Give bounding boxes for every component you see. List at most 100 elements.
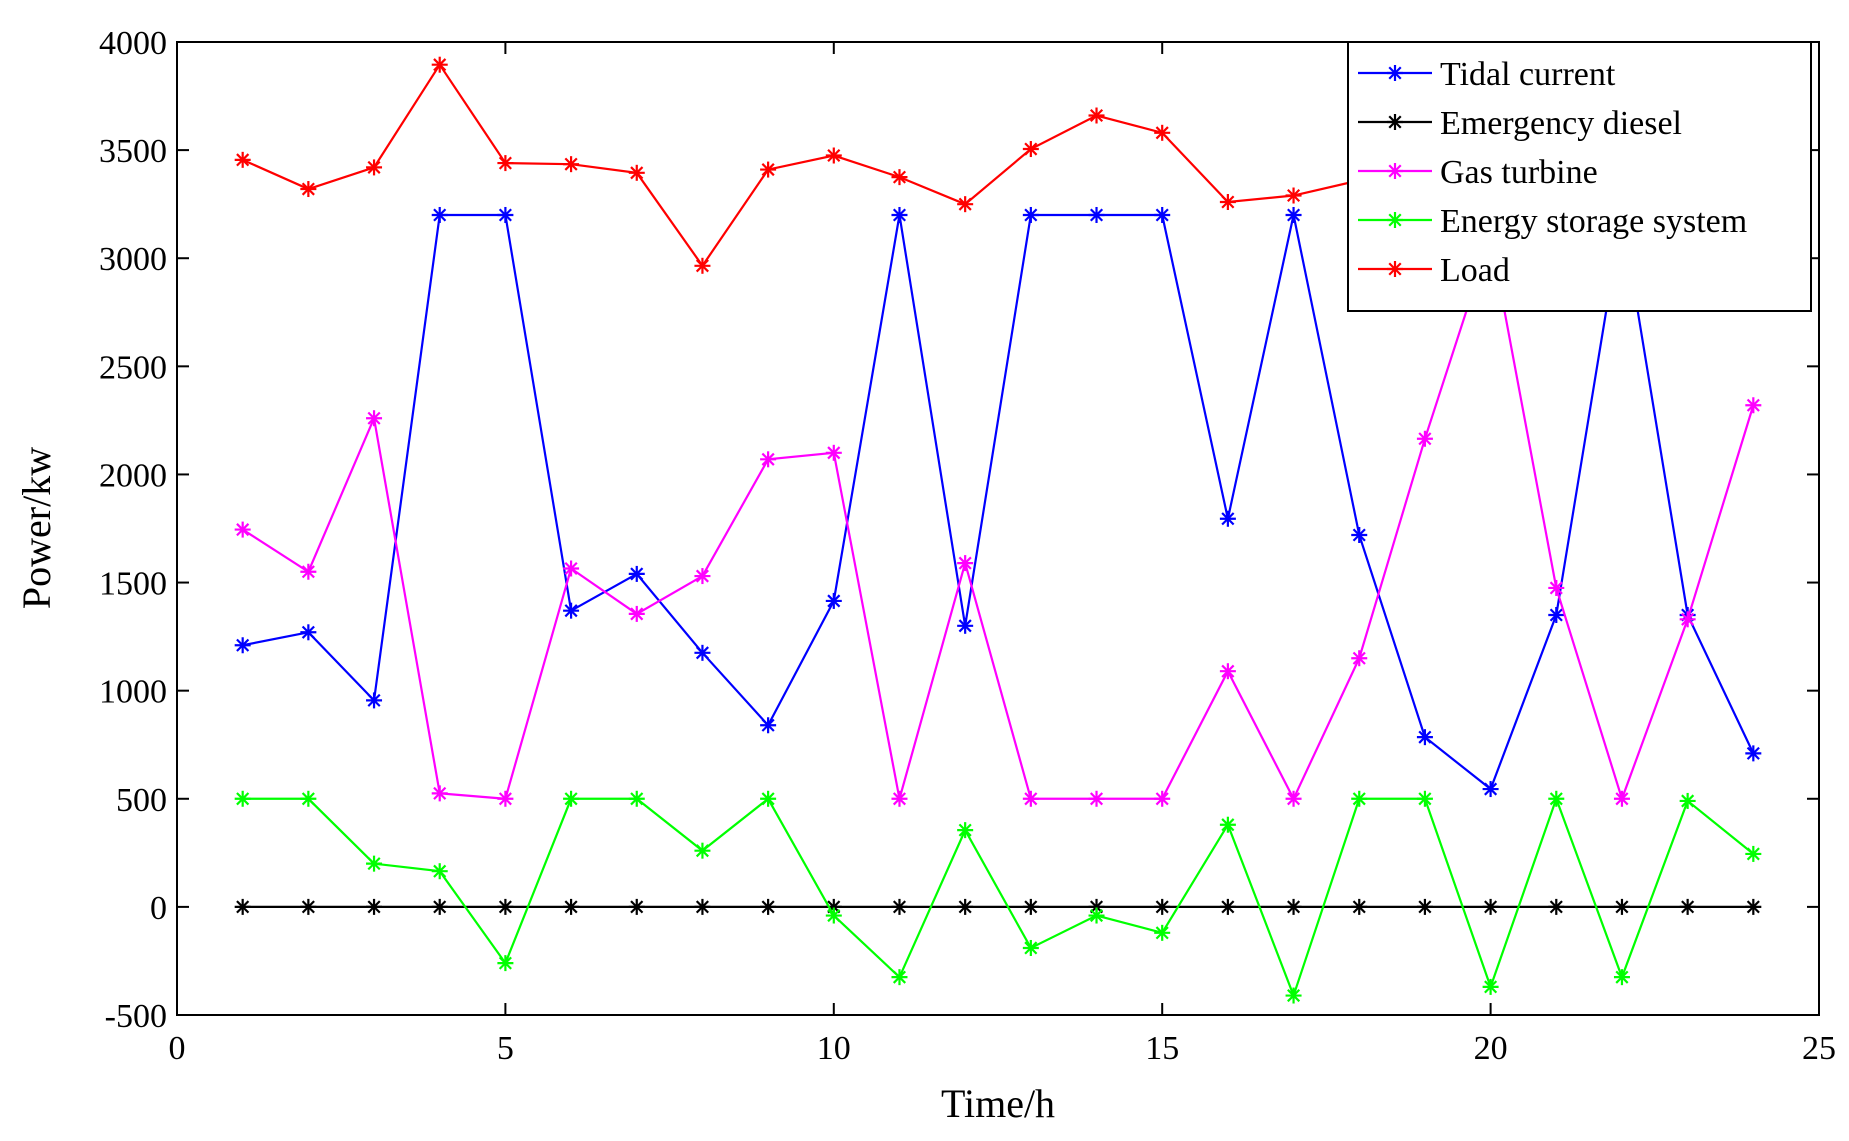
- data-point: [1285, 206, 1302, 223]
- data-point: [497, 898, 514, 915]
- data-point: [825, 592, 842, 609]
- data-point: [366, 898, 383, 915]
- x-tick-label: 20: [1474, 1030, 1508, 1067]
- data-point: [760, 717, 777, 734]
- y-tick-label: 0: [150, 890, 167, 927]
- y-tick-label: 1500: [99, 566, 167, 603]
- data-point: [1351, 526, 1368, 543]
- data-point: [234, 790, 251, 807]
- data-point: [628, 565, 645, 582]
- data-point: [628, 790, 645, 807]
- data-point: [891, 169, 908, 186]
- y-tick-label: 4000: [99, 25, 167, 62]
- data-point: [1745, 397, 1762, 414]
- data-point: [366, 855, 383, 872]
- data-point: [1482, 898, 1499, 915]
- data-point: [1351, 650, 1368, 667]
- data-point: [1285, 790, 1302, 807]
- legend-item: Emergency diesel: [1358, 105, 1682, 142]
- data-point: [1548, 606, 1565, 623]
- y-tick-label: 1000: [99, 674, 167, 711]
- x-tick-label: 25: [1802, 1030, 1836, 1067]
- data-point: [957, 617, 974, 634]
- data-point: [497, 155, 514, 172]
- data-point: [234, 898, 251, 915]
- data-point: [1679, 792, 1696, 809]
- data-point: [1154, 124, 1171, 141]
- data-point: [300, 790, 317, 807]
- data-point: [563, 898, 580, 915]
- data-point: [1613, 969, 1630, 986]
- data-point: [1416, 430, 1433, 447]
- data-point: [431, 785, 448, 802]
- data-point: [1022, 141, 1039, 158]
- series-4: [234, 790, 1762, 1004]
- data-point: [957, 898, 974, 915]
- y-tick-label: 500: [116, 782, 167, 819]
- series-line: [242, 795, 1755, 999]
- x-tick-label: 0: [169, 1030, 186, 1067]
- data-point: [891, 206, 908, 223]
- axes-layer: 0 5 10 15 20 25-50005001000150020002500300035…: [99, 25, 1836, 1067]
- data-point: [1416, 729, 1433, 746]
- data-point: [431, 206, 448, 223]
- legend-item: Load: [1358, 252, 1510, 289]
- data-point: [1219, 194, 1236, 211]
- data-point: [1219, 898, 1236, 915]
- data-point: [1416, 790, 1433, 807]
- data-point: [628, 164, 645, 181]
- data-point: [891, 790, 908, 807]
- data-point: [1613, 898, 1630, 915]
- legend-item: Tidal current: [1358, 56, 1616, 93]
- data-point: [694, 257, 711, 274]
- legend-label: Emergency diesel: [1440, 105, 1682, 142]
- data-point: [694, 842, 711, 859]
- data-point: [300, 624, 317, 641]
- data-point: [1088, 107, 1105, 124]
- series-3: [234, 228, 1762, 807]
- data-point: [1154, 924, 1171, 941]
- data-point: [300, 898, 317, 915]
- data-point: [1154, 206, 1171, 223]
- data-point: [694, 644, 711, 661]
- data-point: [1154, 790, 1171, 807]
- legend-label: Gas turbine: [1440, 154, 1598, 191]
- data-point: [1022, 898, 1039, 915]
- data-point: [563, 560, 580, 577]
- y-axis-title: Power/kw: [14, 447, 59, 609]
- legend-marker: [1387, 65, 1403, 81]
- legend-marker: [1387, 212, 1403, 228]
- data-point: [1679, 898, 1696, 915]
- legend-label: Load: [1440, 252, 1510, 289]
- data-point: [300, 181, 317, 198]
- data-point: [234, 521, 251, 538]
- data-point: [1482, 978, 1499, 995]
- data-point: [1285, 987, 1302, 1004]
- data-point: [957, 555, 974, 572]
- data-point: [1745, 898, 1762, 915]
- y-tick-label: 2000: [99, 457, 167, 494]
- data-point: [1088, 206, 1105, 223]
- data-point: [628, 605, 645, 622]
- series-line: [242, 213, 1755, 791]
- data-point: [825, 907, 842, 924]
- data-point: [1219, 510, 1236, 527]
- legend-label: Energy storage system: [1440, 203, 1747, 240]
- data-point: [825, 147, 842, 164]
- data-point: [497, 206, 514, 223]
- data-point: [366, 410, 383, 427]
- x-tick-label: 5: [497, 1030, 514, 1067]
- data-point: [563, 156, 580, 173]
- data-point: [694, 898, 711, 915]
- y-tick-label: 2500: [99, 349, 167, 386]
- data-point: [891, 969, 908, 986]
- x-tick-label: 15: [1145, 1030, 1179, 1067]
- data-point: [497, 790, 514, 807]
- legend-label: Tidal current: [1440, 56, 1616, 93]
- legend-marker: [1387, 114, 1403, 130]
- data-point: [1022, 939, 1039, 956]
- y-tick-label: -500: [105, 998, 167, 1035]
- data-point: [1285, 187, 1302, 204]
- data-point: [760, 898, 777, 915]
